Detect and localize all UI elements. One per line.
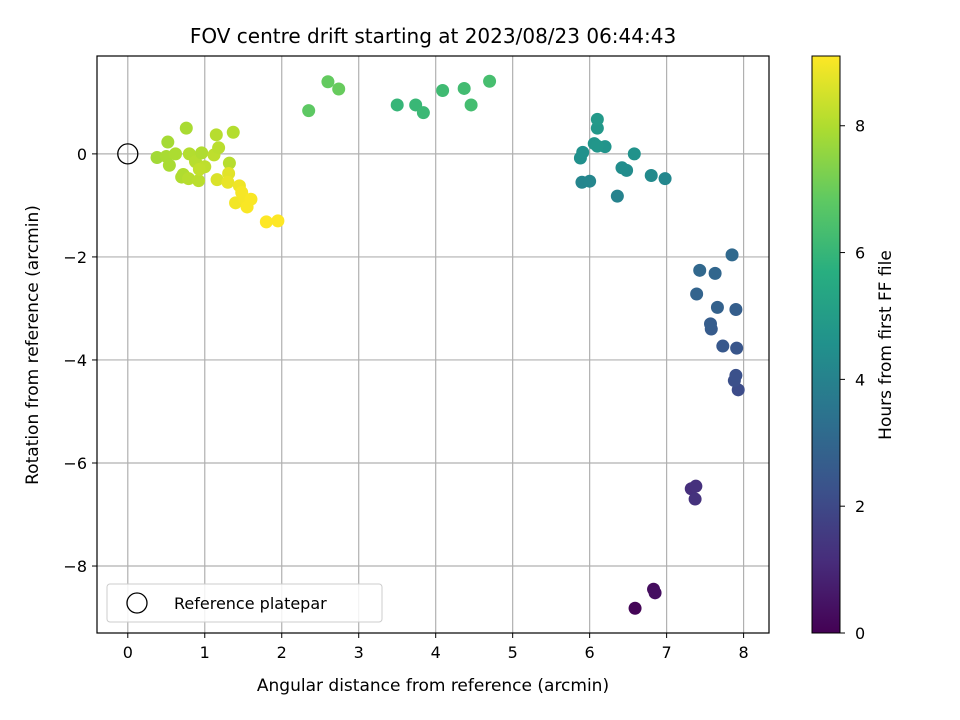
x-tick-label: 2 xyxy=(277,643,287,662)
data-point xyxy=(628,601,642,615)
data-point xyxy=(730,341,744,355)
y-tick-label: −2 xyxy=(63,248,87,267)
data-point xyxy=(209,128,223,142)
data-point xyxy=(703,317,717,331)
data-point xyxy=(221,175,235,189)
data-point xyxy=(457,81,471,95)
data-point xyxy=(212,141,226,155)
y-axis-label: Rotation from reference (arcmin) xyxy=(23,205,43,485)
data-point xyxy=(615,161,629,175)
colorbar-tick-label: 4 xyxy=(855,370,865,389)
x-tick-label: 0 xyxy=(123,643,133,662)
colorbar-tick-label: 2 xyxy=(855,497,865,516)
data-point xyxy=(161,135,175,149)
data-point xyxy=(688,492,702,506)
data-point xyxy=(693,263,707,277)
x-axis-ticks: 0 1 2 3 4 5 6 7 8 xyxy=(123,633,749,662)
legend: Reference platepar xyxy=(106,583,383,623)
data-point xyxy=(259,215,273,229)
colorbar-tick-label: 8 xyxy=(855,117,865,136)
data-point xyxy=(658,172,672,186)
colorbar-tick-label: 0 xyxy=(855,624,865,643)
data-points xyxy=(150,74,745,615)
x-tick-label: 1 xyxy=(200,643,210,662)
data-point xyxy=(390,98,404,112)
data-point xyxy=(436,84,450,98)
x-tick-label: 4 xyxy=(431,643,441,662)
data-point xyxy=(222,156,236,170)
colorbar-tick-label: 6 xyxy=(855,244,865,263)
y-tick-label: −6 xyxy=(63,454,87,473)
y-tick-label: −8 xyxy=(63,557,87,576)
data-point xyxy=(271,214,285,228)
data-point xyxy=(244,192,258,206)
data-point xyxy=(729,302,743,316)
data-point xyxy=(729,368,743,382)
grid-lines xyxy=(97,56,769,633)
x-tick-label: 5 xyxy=(508,643,518,662)
legend-box xyxy=(106,583,383,623)
data-point xyxy=(179,121,193,135)
data-point xyxy=(590,139,604,153)
x-tick-label: 6 xyxy=(585,643,595,662)
data-point xyxy=(590,112,604,126)
y-tick-label: 0 xyxy=(77,145,87,164)
data-point xyxy=(195,146,209,160)
data-point xyxy=(576,145,590,159)
data-point xyxy=(690,287,704,301)
colorbar-label: Hours from first FF file xyxy=(876,250,896,440)
plot-area-frame xyxy=(96,55,770,634)
data-point xyxy=(627,147,641,161)
data-point xyxy=(464,98,478,112)
data-point xyxy=(169,147,183,161)
legend-marker-icon xyxy=(126,592,148,614)
data-point xyxy=(332,82,346,96)
chart-title: FOV centre drift starting at 2023/08/23 … xyxy=(190,24,676,48)
data-point xyxy=(583,174,597,188)
data-point xyxy=(321,75,335,89)
data-point xyxy=(644,169,658,183)
colorbar-gradient xyxy=(811,55,841,634)
x-tick-label: 8 xyxy=(739,643,749,662)
reference-platepar-marker xyxy=(117,143,139,165)
x-tick-label: 3 xyxy=(354,643,364,662)
data-point xyxy=(708,266,722,280)
data-point xyxy=(192,162,206,176)
data-point xyxy=(689,479,703,493)
data-point xyxy=(648,586,662,600)
data-point xyxy=(182,172,196,186)
data-point xyxy=(162,158,176,172)
data-point xyxy=(210,173,224,187)
data-point xyxy=(416,106,430,120)
data-point xyxy=(610,189,624,203)
data-point xyxy=(710,300,724,314)
x-axis-label: Angular distance from reference (arcmin) xyxy=(257,676,609,696)
legend-label: Reference platepar xyxy=(174,594,327,613)
colorbar: 0 2 4 6 8 Hours from first FF file xyxy=(811,55,896,643)
y-tick-label: −4 xyxy=(63,351,87,370)
data-point xyxy=(302,104,316,118)
x-tick-label: 7 xyxy=(662,643,672,662)
data-point xyxy=(483,74,497,88)
colorbar-ticks: 0 2 4 6 8 xyxy=(840,117,865,643)
data-point xyxy=(725,248,739,262)
data-point xyxy=(226,125,240,139)
y-axis-ticks: −8 −6 −4 −2 0 xyxy=(63,145,97,576)
data-point xyxy=(192,174,206,188)
data-point xyxy=(716,339,730,353)
